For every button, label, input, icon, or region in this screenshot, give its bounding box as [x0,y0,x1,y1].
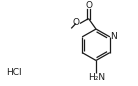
Text: H₂N: H₂N [88,73,106,82]
Text: O: O [85,1,92,10]
Text: HCl: HCl [6,68,22,77]
Text: O: O [73,18,80,28]
Text: N: N [110,32,117,41]
